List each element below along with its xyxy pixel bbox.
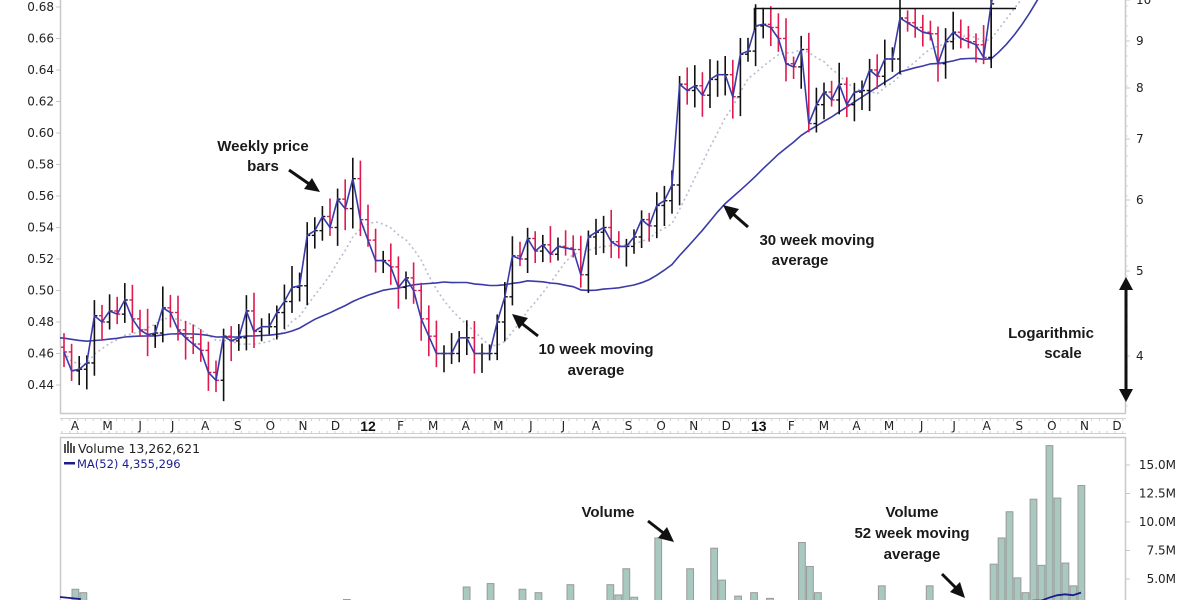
volume-axis: 15.0M 12.5M 10.0M 7.5M 5.0M xyxy=(1126,458,1176,586)
month-label: A xyxy=(71,419,80,433)
price-tick-label: 0.64 xyxy=(27,63,54,77)
month-label: S xyxy=(1016,419,1024,433)
ma30-line xyxy=(59,0,1039,343)
volume-panel: 15.0M 12.5M 10.0M 7.5M 5.0M Volume 13,262,62… xyxy=(59,436,1176,600)
month-label: M xyxy=(819,419,829,433)
month-label: M xyxy=(428,419,438,433)
price-tick-label: 0.52 xyxy=(27,252,54,266)
month-label: M xyxy=(493,419,503,433)
price-tick-label: 0.46 xyxy=(27,347,54,361)
time-axis-minor-ticks xyxy=(61,418,1124,434)
month-label: O xyxy=(656,419,665,433)
annotation-ma10-line1: 10 week moving xyxy=(538,341,653,358)
log-tick-label: 4 xyxy=(1136,349,1144,363)
month-label: N xyxy=(298,419,307,433)
month-label: M xyxy=(102,419,112,433)
price-tick-label: 0.50 xyxy=(27,284,54,298)
price-tick-label: 0.60 xyxy=(27,126,54,140)
log-tick-label: 7 xyxy=(1136,132,1144,146)
volume-tick-label: 15.0M xyxy=(1139,458,1176,472)
month-label: S xyxy=(625,419,633,433)
price-panel: 0.68 0.66 0.64 0.62 0.60 0.58 0.56 0.54 0.52 0.50… xyxy=(27,0,1151,415)
annotation-log-line2: scale xyxy=(1044,345,1082,362)
month-label: S xyxy=(234,419,242,433)
month-label: N xyxy=(689,419,698,433)
month-label: D xyxy=(1112,419,1121,433)
month-label: D xyxy=(722,419,731,433)
month-label: M xyxy=(884,419,894,433)
price-left-axis: 0.68 0.66 0.64 0.62 0.60 0.58 0.56 0.54 0.52 0.50… xyxy=(27,0,60,392)
month-label: A xyxy=(852,419,861,433)
price-tick-label: 0.62 xyxy=(27,95,54,109)
year-label: 13 xyxy=(751,418,767,434)
annotation-vol-ma-line1: Volume xyxy=(885,504,938,521)
log-tick-label: 6 xyxy=(1136,193,1144,207)
log-tick-label: 5 xyxy=(1136,264,1144,278)
annotation-volume: Volume xyxy=(581,504,634,521)
arrow-icon xyxy=(288,168,320,192)
month-label: A xyxy=(592,419,601,433)
volume-tick-label: 5.0M xyxy=(1147,572,1176,586)
volume-tick-label: 10.0M xyxy=(1139,515,1176,529)
month-label: J xyxy=(170,419,175,433)
price-tick-label: 0.48 xyxy=(27,315,54,329)
volume-bars xyxy=(71,445,1086,600)
annotations: Weekly price bars 10 week moving average… xyxy=(217,138,1133,598)
price-right-log-axis: 10 9 8 7 6 5 4 xyxy=(1126,0,1151,407)
price-tick-label: 0.66 xyxy=(27,32,54,46)
annotation-log-line1: Logarithmic xyxy=(1008,325,1094,342)
annotation-ma10-line2: average xyxy=(568,362,625,379)
annotation-ma30-line1: 30 week moving xyxy=(759,232,874,249)
annotation-vol-ma-line3: average xyxy=(884,546,941,563)
close-line xyxy=(63,0,993,382)
annotation-weekly-bars-line1: Weekly price xyxy=(217,138,308,155)
log-tick-label: 10 xyxy=(1136,0,1151,7)
legend-ma-swatch-icon xyxy=(64,462,75,465)
log-tick-label: 8 xyxy=(1136,81,1144,95)
legend-volume-value: Volume 13,262,621 xyxy=(78,441,200,456)
bar-chart-icon xyxy=(64,441,75,453)
annotation-weekly-bars-line2: bars xyxy=(247,158,279,175)
annotation-ma30-line2: average xyxy=(772,252,829,269)
time-axis: A M J J A S O N D 12 F M A M J J A S O N D 13 F M A M J J A S O N D xyxy=(60,418,1126,434)
price-tick-label: 0.56 xyxy=(27,189,54,203)
month-label: J xyxy=(137,419,142,433)
month-label: F xyxy=(397,419,404,433)
year-label: 12 xyxy=(360,418,376,434)
volume-legend: Volume 13,262,621 MA(52) 4,355,296 xyxy=(64,441,200,471)
month-label: J xyxy=(528,419,533,433)
arrow-icon xyxy=(512,314,539,338)
time-axis-labels: A M J J A S O N D 12 F M A M J J A S O N D 13 F M A M J J A S O N D xyxy=(71,418,1122,434)
month-label: A xyxy=(201,419,210,433)
price-tick-label: 0.54 xyxy=(27,221,54,235)
arrow-icon xyxy=(940,572,965,598)
month-label: D xyxy=(331,419,340,433)
price-tick-label: 0.58 xyxy=(27,158,54,172)
volume-tick-label: 7.5M xyxy=(1147,544,1176,558)
legend-ma52-value: MA(52) 4,355,296 xyxy=(77,457,181,471)
month-label: J xyxy=(951,419,956,433)
month-label: A xyxy=(983,419,992,433)
log-tick-label: 9 xyxy=(1136,34,1144,48)
month-label: O xyxy=(266,419,275,433)
arrow-icon xyxy=(723,205,749,229)
arrow-icon xyxy=(647,519,674,542)
double-arrow-icon xyxy=(1119,277,1133,402)
month-label: N xyxy=(1080,419,1089,433)
month-label: A xyxy=(462,419,471,433)
month-label: O xyxy=(1047,419,1056,433)
annotation-vol-ma-line2: 52 week moving xyxy=(854,525,969,542)
weekly-price-bars xyxy=(61,0,995,402)
month-label: F xyxy=(788,419,795,433)
volume-tick-label: 12.5M xyxy=(1139,487,1176,501)
month-label: J xyxy=(561,419,566,433)
month-label: J xyxy=(919,419,924,433)
price-tick-label: 0.44 xyxy=(27,378,54,392)
price-tick-label: 0.68 xyxy=(27,0,54,14)
